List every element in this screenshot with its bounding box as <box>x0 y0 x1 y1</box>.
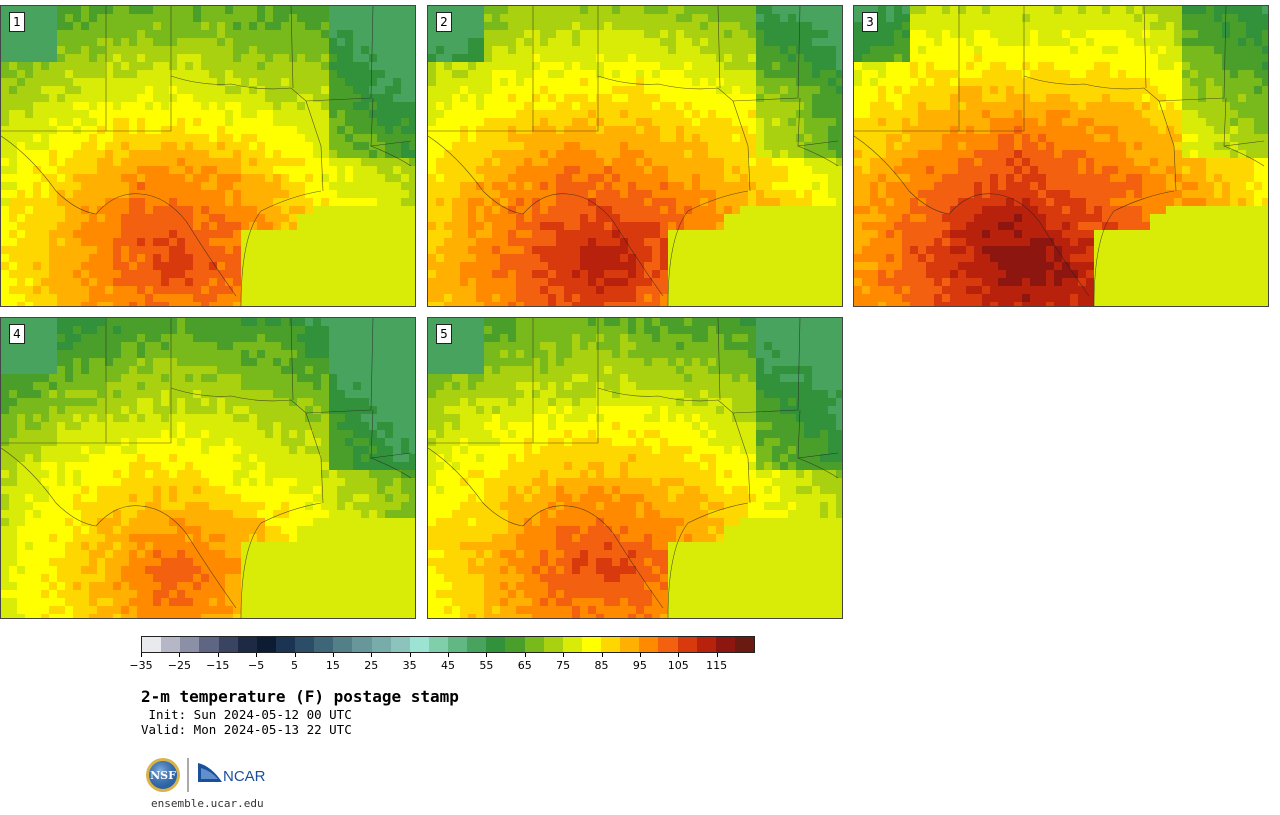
colorbar-tick-label: 45 <box>441 659 455 672</box>
colorbar-bin <box>295 637 315 652</box>
colorbar-tick <box>678 653 680 657</box>
colorbar-tick <box>179 653 181 657</box>
colorbar-tick <box>601 653 603 657</box>
colorbar-tick-label: 75 <box>556 659 571 672</box>
init-time: Init: Sun 2024-05-12 00 UTC <box>141 707 352 722</box>
colorbar-bin <box>352 637 372 652</box>
colorbar-bin <box>639 637 659 652</box>
map-panel-3: 3 <box>853 5 1269 307</box>
colorbar-bin <box>256 637 276 652</box>
colorbar-tick-label: 15 <box>325 659 340 672</box>
temperature-map <box>854 6 1268 306</box>
colorbar-bin <box>199 637 219 652</box>
colorbar-tick <box>294 653 296 657</box>
colorbar-tick <box>256 653 258 657</box>
colorbar-bin <box>390 637 410 652</box>
colorbar-tick <box>141 653 142 657</box>
ncar-logo-icon: NCAR <box>198 763 266 785</box>
colorbar-bin <box>371 637 391 652</box>
colorbar-bin <box>524 637 544 652</box>
colorbar-tick-label: 95 <box>632 659 647 672</box>
colorbar-bin <box>314 637 334 652</box>
colorbar-tick-label: 55 <box>479 659 494 672</box>
colorbar-tick <box>217 653 219 657</box>
colorbar-bin <box>448 637 468 652</box>
panel-number: 2 <box>436 12 452 32</box>
colorbar-bin <box>428 637 448 652</box>
colorbar-ticks: −35 −25 −15 −5 5 15 25 35 45 55 65 75 85 95 105 115 <box>129 653 755 675</box>
colorbar-bin <box>237 637 257 652</box>
colorbar-bin <box>333 637 353 652</box>
temperature-map <box>1 318 415 618</box>
colorbar-bin <box>467 637 487 652</box>
colorbar-tick <box>524 653 526 657</box>
colorbar-bin <box>620 637 640 652</box>
colorbar-tick-label: 105 <box>667 659 689 672</box>
colorbar-bin <box>142 637 162 652</box>
colorbar-tick-label: 65 <box>517 659 532 672</box>
colorbar-tick <box>716 653 718 657</box>
panel-number: 4 <box>9 324 25 344</box>
colorbar-bin <box>543 637 563 652</box>
temperature-map <box>428 318 842 618</box>
colorbar <box>141 636 755 653</box>
colorbar-bin <box>275 637 295 652</box>
colorbar-tick-label: 85 <box>594 659 609 672</box>
map-panel-1: 1 <box>0 5 416 307</box>
colorbar-tick <box>371 653 373 657</box>
nsf-logo-text: NSF <box>150 769 176 782</box>
colorbar-bin <box>715 637 735 652</box>
colorbar-tick-label: 35 <box>402 659 417 672</box>
colorbar-bin <box>409 637 429 652</box>
colorbar-bin <box>581 637 601 652</box>
colorbar-bin <box>734 637 754 652</box>
panel-number: 3 <box>862 12 878 32</box>
colorbar-bin <box>161 637 181 652</box>
panel-number: 1 <box>9 12 25 32</box>
logos: NSF NCAR <box>146 758 266 792</box>
website-url: ensemble.ucar.edu <box>151 797 264 810</box>
colorbar-bin <box>505 637 525 652</box>
colorbar-tick <box>486 653 488 657</box>
colorbar-bin <box>658 637 678 652</box>
colorbar-tick-label: −5 <box>248 659 265 672</box>
colorbar-bin <box>218 637 238 652</box>
map-panel-5: 5 <box>427 317 843 619</box>
colorbar-bin <box>696 637 716 652</box>
temperature-map <box>428 6 842 306</box>
plot-title: 2-m temperature (F) postage stamp <box>141 687 459 706</box>
colorbar-tick-label: −15 <box>206 659 230 672</box>
nsf-logo-icon: NSF <box>146 758 180 792</box>
colorbar-tick <box>639 653 641 657</box>
colorbar-bin <box>180 637 200 652</box>
ncar-logo-text: NCAR <box>223 768 266 785</box>
map-panel-4: 4 <box>0 317 416 619</box>
colorbar-tick <box>563 653 565 657</box>
colorbar-tick-label: −25 <box>167 659 191 672</box>
colorbar-tick <box>332 653 334 657</box>
colorbar-bin <box>562 637 582 652</box>
colorbar-bin <box>677 637 697 652</box>
map-panel-2: 2 <box>427 5 843 307</box>
colorbar-bin <box>601 637 621 652</box>
colorbar-tick-label: 5 <box>291 659 298 672</box>
colorbar-tick-label: 25 <box>364 659 379 672</box>
valid-time: Valid: Mon 2024-05-13 22 UTC <box>141 722 352 737</box>
colorbar-bin <box>486 637 506 652</box>
panel-number: 5 <box>436 324 452 344</box>
colorbar-tick-label: 115 <box>706 659 728 672</box>
colorbar-tick <box>448 653 449 657</box>
colorbar-tick-label: −35 <box>129 659 153 672</box>
temperature-map <box>1 6 415 306</box>
colorbar-tick <box>409 653 411 657</box>
